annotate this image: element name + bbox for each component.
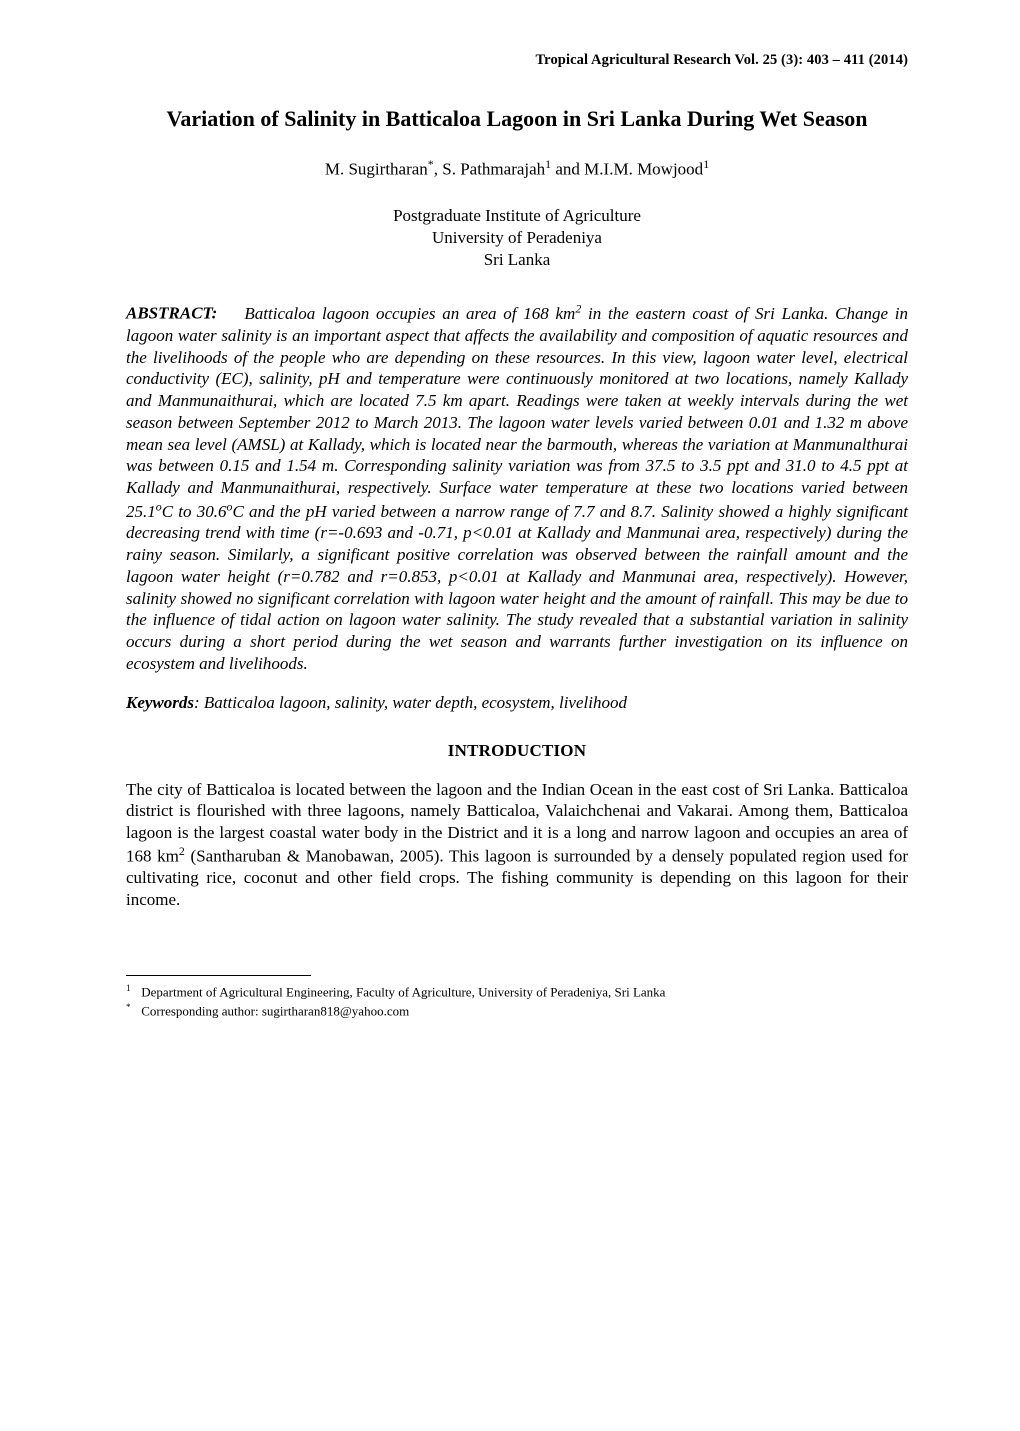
footnote-2-text: Corresponding author: sugirtharan818@yah… bbox=[141, 1003, 409, 1018]
abstract: ABSTRACT: Batticaloa lagoon occupies an … bbox=[126, 301, 908, 674]
article-title: Variation of Salinity in Batticaloa Lago… bbox=[126, 105, 908, 133]
section-heading-introduction: INTRODUCTION bbox=[126, 741, 908, 761]
author-line: M. Sugirtharan*, S. Pathmarajah1 and M.I… bbox=[126, 157, 908, 180]
abstract-body: Batticaloa lagoon occupies an area of 16… bbox=[126, 304, 908, 673]
footnote-1: 1 Department of Agricultural Engineering… bbox=[126, 982, 908, 1001]
affiliation-line-1: Postgraduate Institute of Agriculture bbox=[126, 205, 908, 227]
keywords-body: : Batticaloa lagoon, salinity, water dep… bbox=[194, 693, 627, 712]
footnote-2: * Corresponding author: sugirtharan818@y… bbox=[126, 1001, 908, 1020]
keywords: Keywords: Batticaloa lagoon, salinity, w… bbox=[126, 693, 908, 713]
page: Tropical Agricultural Research Vol. 25 (… bbox=[0, 0, 1020, 1431]
abstract-spacer bbox=[224, 304, 238, 323]
running-header: Tropical Agricultural Research Vol. 25 (… bbox=[126, 52, 908, 69]
keywords-label: Keywords bbox=[126, 693, 194, 712]
footnote-1-text: Department of Agricultural Engineering, … bbox=[141, 984, 665, 999]
affiliation-line-2: University of Peradeniya bbox=[126, 227, 908, 249]
footnote-separator bbox=[126, 975, 311, 976]
affiliation-block: Postgraduate Institute of Agriculture Un… bbox=[126, 205, 908, 271]
abstract-label: ABSTRACT: bbox=[126, 304, 217, 323]
affiliation-line-3: Sri Lanka bbox=[126, 249, 908, 271]
footnote-1-marker: 1 bbox=[126, 982, 138, 994]
footnote-2-marker: * bbox=[126, 1001, 138, 1013]
introduction-paragraph: The city of Batticaloa is located betwee… bbox=[126, 779, 908, 911]
